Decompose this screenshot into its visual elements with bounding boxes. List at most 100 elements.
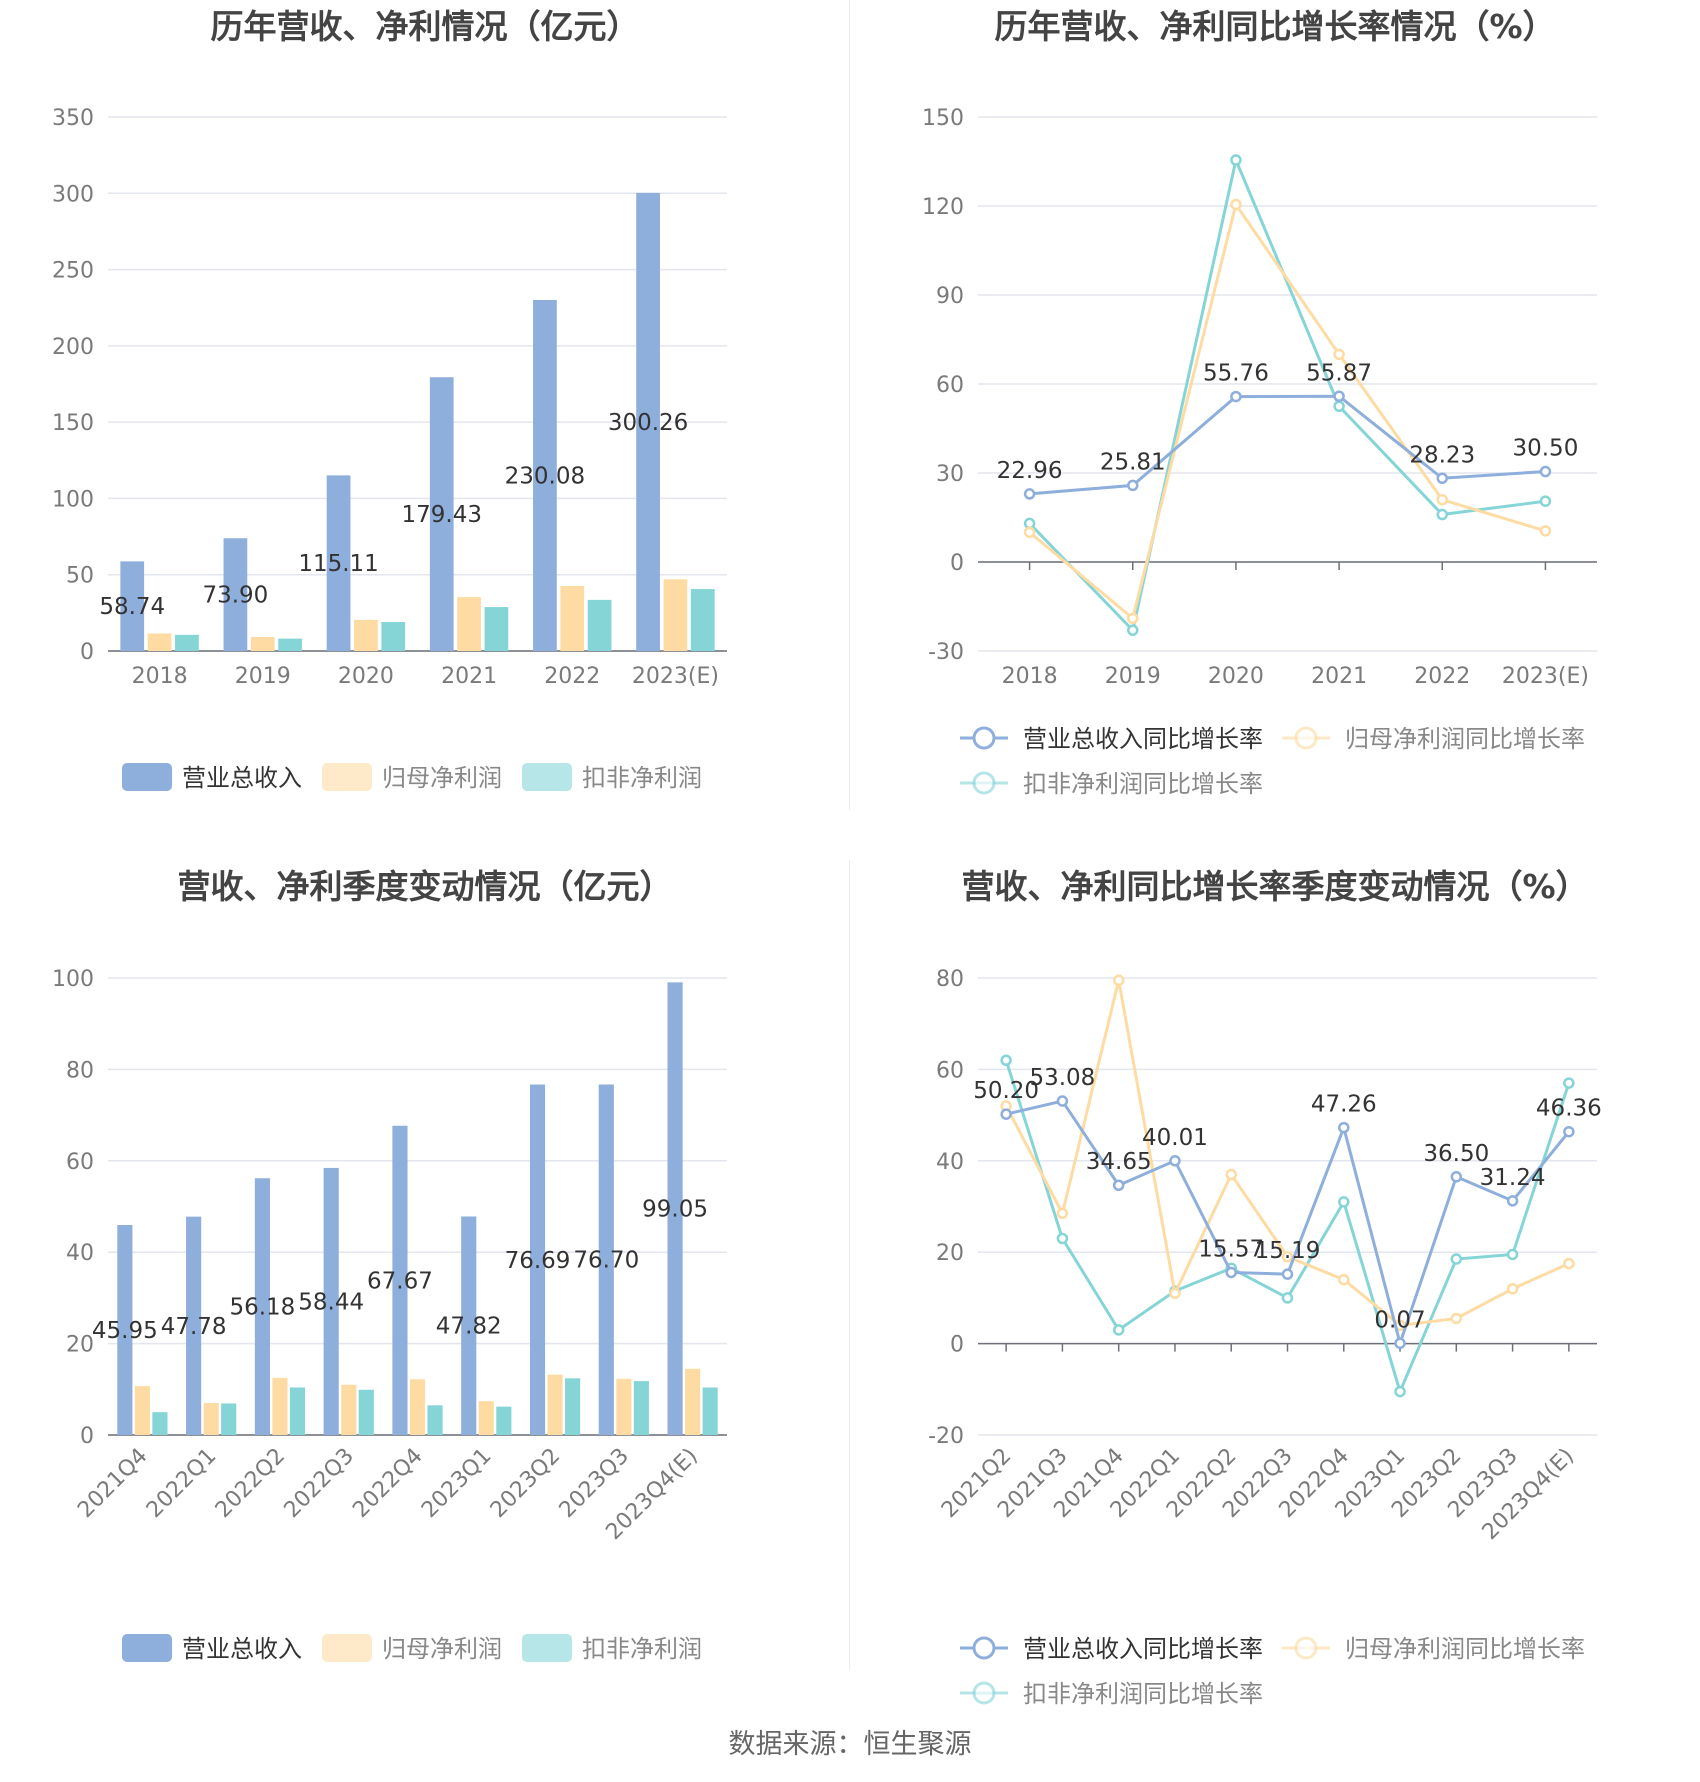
data-point-营业总收入同比增长率 xyxy=(1056,1095,1069,1107)
data-point-营业总收入同比增长率 xyxy=(1112,1179,1125,1191)
data-label: 58.44 xyxy=(298,1289,364,1315)
y-tick-label: 60 xyxy=(936,373,964,398)
legend-marker xyxy=(972,1636,996,1660)
bar-扣非净利润 xyxy=(484,607,509,651)
data-label: 40.01 xyxy=(1142,1125,1208,1151)
legend-item: 扣非净利润 xyxy=(522,763,702,792)
y-tick-label: 20 xyxy=(936,1241,964,1266)
x-tick-label: 2018 xyxy=(132,664,188,689)
data-label: 36.50 xyxy=(1423,1141,1489,1167)
data-label: 300.26 xyxy=(608,410,688,436)
legend-item: 归母净利润同比增长率 xyxy=(1282,1635,1585,1663)
legend-label: 归母净利润同比增长率 xyxy=(1345,1635,1585,1663)
data-label: 76.69 xyxy=(505,1248,571,1274)
data-point-扣非净利润同比增长率 xyxy=(1056,1232,1069,1245)
bar-归母净利润 xyxy=(685,1368,701,1435)
data-point-营业总收入同比增长率 xyxy=(1230,390,1242,403)
x-tick-label: 2020 xyxy=(338,664,394,689)
data-label: 25.81 xyxy=(1100,449,1166,475)
x-tick-label: 2022Q1 xyxy=(142,1444,221,1523)
bar-扣非净利润 xyxy=(496,1406,512,1435)
bar-扣非净利润 xyxy=(381,622,406,651)
legend-marker xyxy=(1294,1636,1318,1660)
bar-归母净利润 xyxy=(560,586,585,651)
data-label: 47.82 xyxy=(436,1314,502,1340)
legend-label: 营业总收入同比增长率 xyxy=(1023,725,1263,753)
data-point-归母净利润同比增长率 xyxy=(1281,1251,1294,1263)
bar-归母净利润 xyxy=(457,597,481,651)
bar-营业总收入 xyxy=(461,1216,477,1435)
data-label: 15.57 xyxy=(1198,1236,1264,1262)
data-point-营业总收入同比增长率 xyxy=(1023,488,1036,500)
legend-item: 归母净利润同比增长率 xyxy=(1282,725,1585,753)
x-tick-label: 2021 xyxy=(1311,664,1367,689)
data-point-扣非净利润同比增长率 xyxy=(1539,495,1552,507)
y-tick-label: 20 xyxy=(66,1333,94,1358)
quarterly-growth-rate-panel: 营收、净利同比增长率季度变动情况（%） -20 0 20 40 60 80 2021Q2 202… xyxy=(850,860,1700,1720)
data-label: 99.05 xyxy=(642,1197,708,1223)
bar-扣非净利润 xyxy=(175,634,199,651)
data-point-归母净利润同比增长率 xyxy=(1230,198,1242,211)
y-tick-label: 40 xyxy=(66,1241,94,1266)
legend-marker xyxy=(1294,726,1318,750)
legend-label: 营业总收入同比增长率 xyxy=(1023,1635,1263,1663)
data-label: 50.20 xyxy=(973,1078,1039,1104)
bar-营业总收入 xyxy=(529,1084,546,1435)
legend-item: 扣非净利润同比增长率 xyxy=(960,1680,1263,1708)
data-point-营业总收入同比增长率 xyxy=(1169,1155,1181,1167)
data-point-扣非净利润同比增长率 xyxy=(1394,1385,1406,1398)
y-tick-label: 0 xyxy=(80,640,94,665)
series-line-扣非净利润同比增长率 xyxy=(1028,155,1546,634)
x-tick-label: 2022Q2 xyxy=(211,1444,290,1523)
legend-swatch xyxy=(122,1634,172,1662)
data-label: 34.65 xyxy=(1086,1149,1152,1175)
y-tick-label: 50 xyxy=(66,564,94,589)
data-point-营业总收入同比增长率 xyxy=(1338,1121,1350,1134)
series-line-营业总收入同比增长率 xyxy=(1029,394,1546,496)
data-point-扣非净利润同比增长率 xyxy=(1338,1196,1350,1208)
bar-归母净利润 xyxy=(478,1401,494,1435)
bar-营业总收入 xyxy=(326,475,351,651)
x-tick-label: 2022Q3 xyxy=(280,1444,359,1523)
bar-归母净利润 xyxy=(147,633,172,651)
bar-营业总收入 xyxy=(598,1084,614,1435)
legend-marker xyxy=(972,726,996,750)
bar-归母净利润 xyxy=(250,636,275,651)
quarterly-growth-rate-chart: 营收、净利同比增长率季度变动情况（%）-200204060802021Q2202… xyxy=(928,867,1602,1708)
x-tick-label: 2022 xyxy=(1414,664,1470,689)
top-divider xyxy=(849,0,850,810)
legend-label: 扣非净利润同比增长率 xyxy=(1023,770,1263,798)
x-tick-label: 2023(E) xyxy=(1502,664,1589,689)
bar-营业总收入 xyxy=(429,377,454,651)
x-tick-label: 2022 xyxy=(544,664,600,689)
data-point-扣非净利润同比增长率 xyxy=(1230,154,1242,166)
data-point-扣非净利润同比增长率 xyxy=(1506,1248,1519,1261)
y-tick-label: -30 xyxy=(928,640,964,665)
legend-item: 归母净利润 xyxy=(322,763,502,792)
data-point-营业总收入同比增长率 xyxy=(1436,472,1448,485)
data-label: 22.96 xyxy=(997,458,1063,484)
bar-扣非净利润 xyxy=(152,1412,168,1435)
bar-扣非净利润 xyxy=(358,1389,374,1435)
data-label: 46.36 xyxy=(1536,1096,1602,1122)
data-point-归母净利润同比增长率 xyxy=(1112,974,1125,987)
data-point-营业总收入同比增长率 xyxy=(1127,479,1139,492)
data-point-营业总收入同比增长率 xyxy=(1563,1125,1575,1138)
y-tick-label: 120 xyxy=(922,195,964,220)
legend-swatch xyxy=(522,1634,572,1662)
data-point-扣非净利润同比增长率 xyxy=(1563,1077,1575,1089)
bar-归母净利润 xyxy=(663,579,688,651)
bar-营业总收入 xyxy=(223,538,248,651)
legend-swatch xyxy=(322,763,372,791)
y-tick-label: 300 xyxy=(52,182,94,207)
y-tick-label: 100 xyxy=(52,967,94,992)
bar-营业总收入 xyxy=(533,299,557,651)
data-point-营业总收入同比增长率 xyxy=(1225,1266,1237,1279)
legend-label: 归母净利润 xyxy=(382,1635,502,1663)
legend-label: 扣非净利润 xyxy=(582,764,702,792)
legend-item: 营业总收入 xyxy=(122,763,302,792)
legend-item: 营业总收入同比增长率 xyxy=(960,725,1263,753)
bar-扣非净利润 xyxy=(427,1405,443,1435)
data-point-归母净利润同比增长率 xyxy=(1127,612,1139,625)
bar-归母净利润 xyxy=(272,1377,288,1435)
